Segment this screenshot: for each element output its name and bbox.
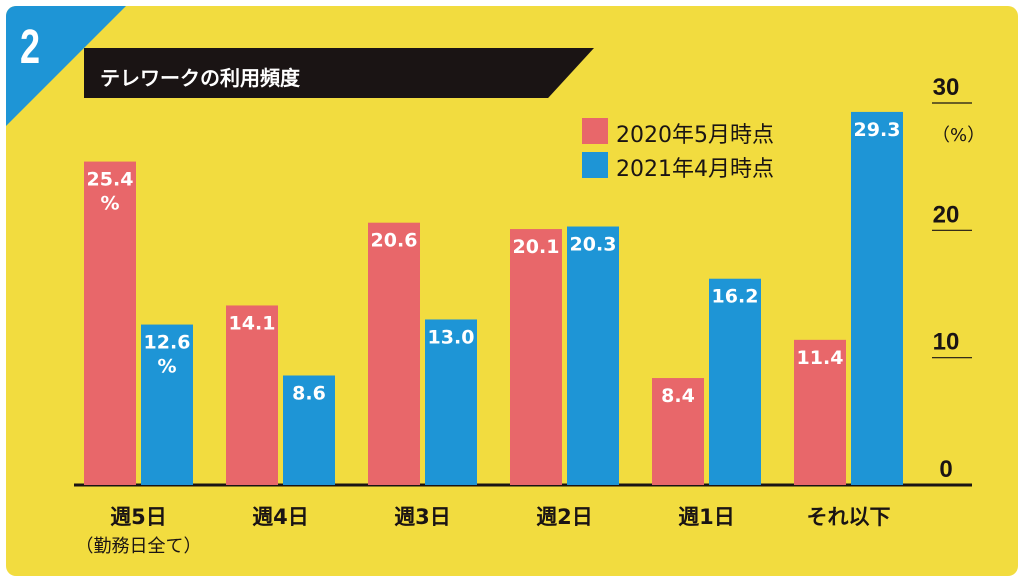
chart-title: テレワークの利用頻度 (100, 66, 300, 90)
y-tick-label: 10 (933, 329, 960, 356)
y-tick-label: 30 (933, 74, 960, 101)
category-label: 週1日 (678, 505, 735, 529)
legend-swatch-2020 (582, 118, 608, 144)
bar-value-label: 25.4 (87, 169, 134, 191)
bar-value-label: 12.6 (144, 332, 191, 354)
bar-value-label: 14.1 (229, 312, 276, 334)
bar-2021 (425, 319, 477, 485)
bar-value-label: 20.3 (570, 234, 617, 256)
bar-value-label: 16.2 (712, 286, 759, 308)
bar-2021 (851, 111, 903, 485)
y-tick-label: 0 (939, 456, 952, 483)
legend-label-2021: 2021年4月時点 (616, 157, 774, 182)
bar-percent-sign: % (100, 193, 119, 215)
title-bar (84, 48, 594, 98)
bar-value-label: 13.0 (428, 326, 475, 348)
category-label: 週4日 (252, 505, 309, 529)
bar-2021 (141, 324, 193, 485)
legend-label-2020: 2020年5月時点 (616, 123, 774, 148)
figure-number: 2 (20, 21, 41, 74)
bar-2020 (368, 222, 420, 485)
bar-value-label: 20.6 (371, 230, 418, 252)
bar-value-label: 8.6 (292, 382, 326, 404)
category-label: 週2日 (536, 505, 593, 529)
y-tick-label: 20 (933, 201, 960, 228)
legend-swatch-2021 (582, 152, 608, 178)
chart-frame: 2 テレワークの利用頻度 2020年5月時点 2021年4月時点 （%） 0 10… (6, 6, 1018, 576)
bar-chart: 010203025.4%12.6%週5日（勤務日全て）14.18.6週4日20.… (74, 74, 972, 557)
bar-value-label: 20.1 (513, 236, 560, 258)
category-label: 週3日 (394, 505, 451, 529)
bar-2020 (226, 305, 278, 485)
category-label: 週5日 (110, 505, 167, 529)
bar-2021 (709, 278, 761, 485)
bar-2020 (794, 339, 846, 485)
bar-percent-sign: % (157, 356, 176, 378)
category-label: それ以下 (807, 505, 891, 529)
bar-2021 (283, 375, 335, 485)
bar-value-label: 8.4 (661, 385, 695, 407)
bar-2021 (567, 226, 619, 485)
bar-value-label: 29.3 (854, 119, 901, 141)
bar-2020 (84, 161, 136, 485)
bar-value-label: 11.4 (797, 347, 844, 369)
bar-2020 (652, 378, 704, 485)
y-axis-unit-label: （%） (932, 125, 986, 146)
bar-2020 (510, 229, 562, 485)
category-sublabel: （勤務日全て） (76, 536, 202, 557)
